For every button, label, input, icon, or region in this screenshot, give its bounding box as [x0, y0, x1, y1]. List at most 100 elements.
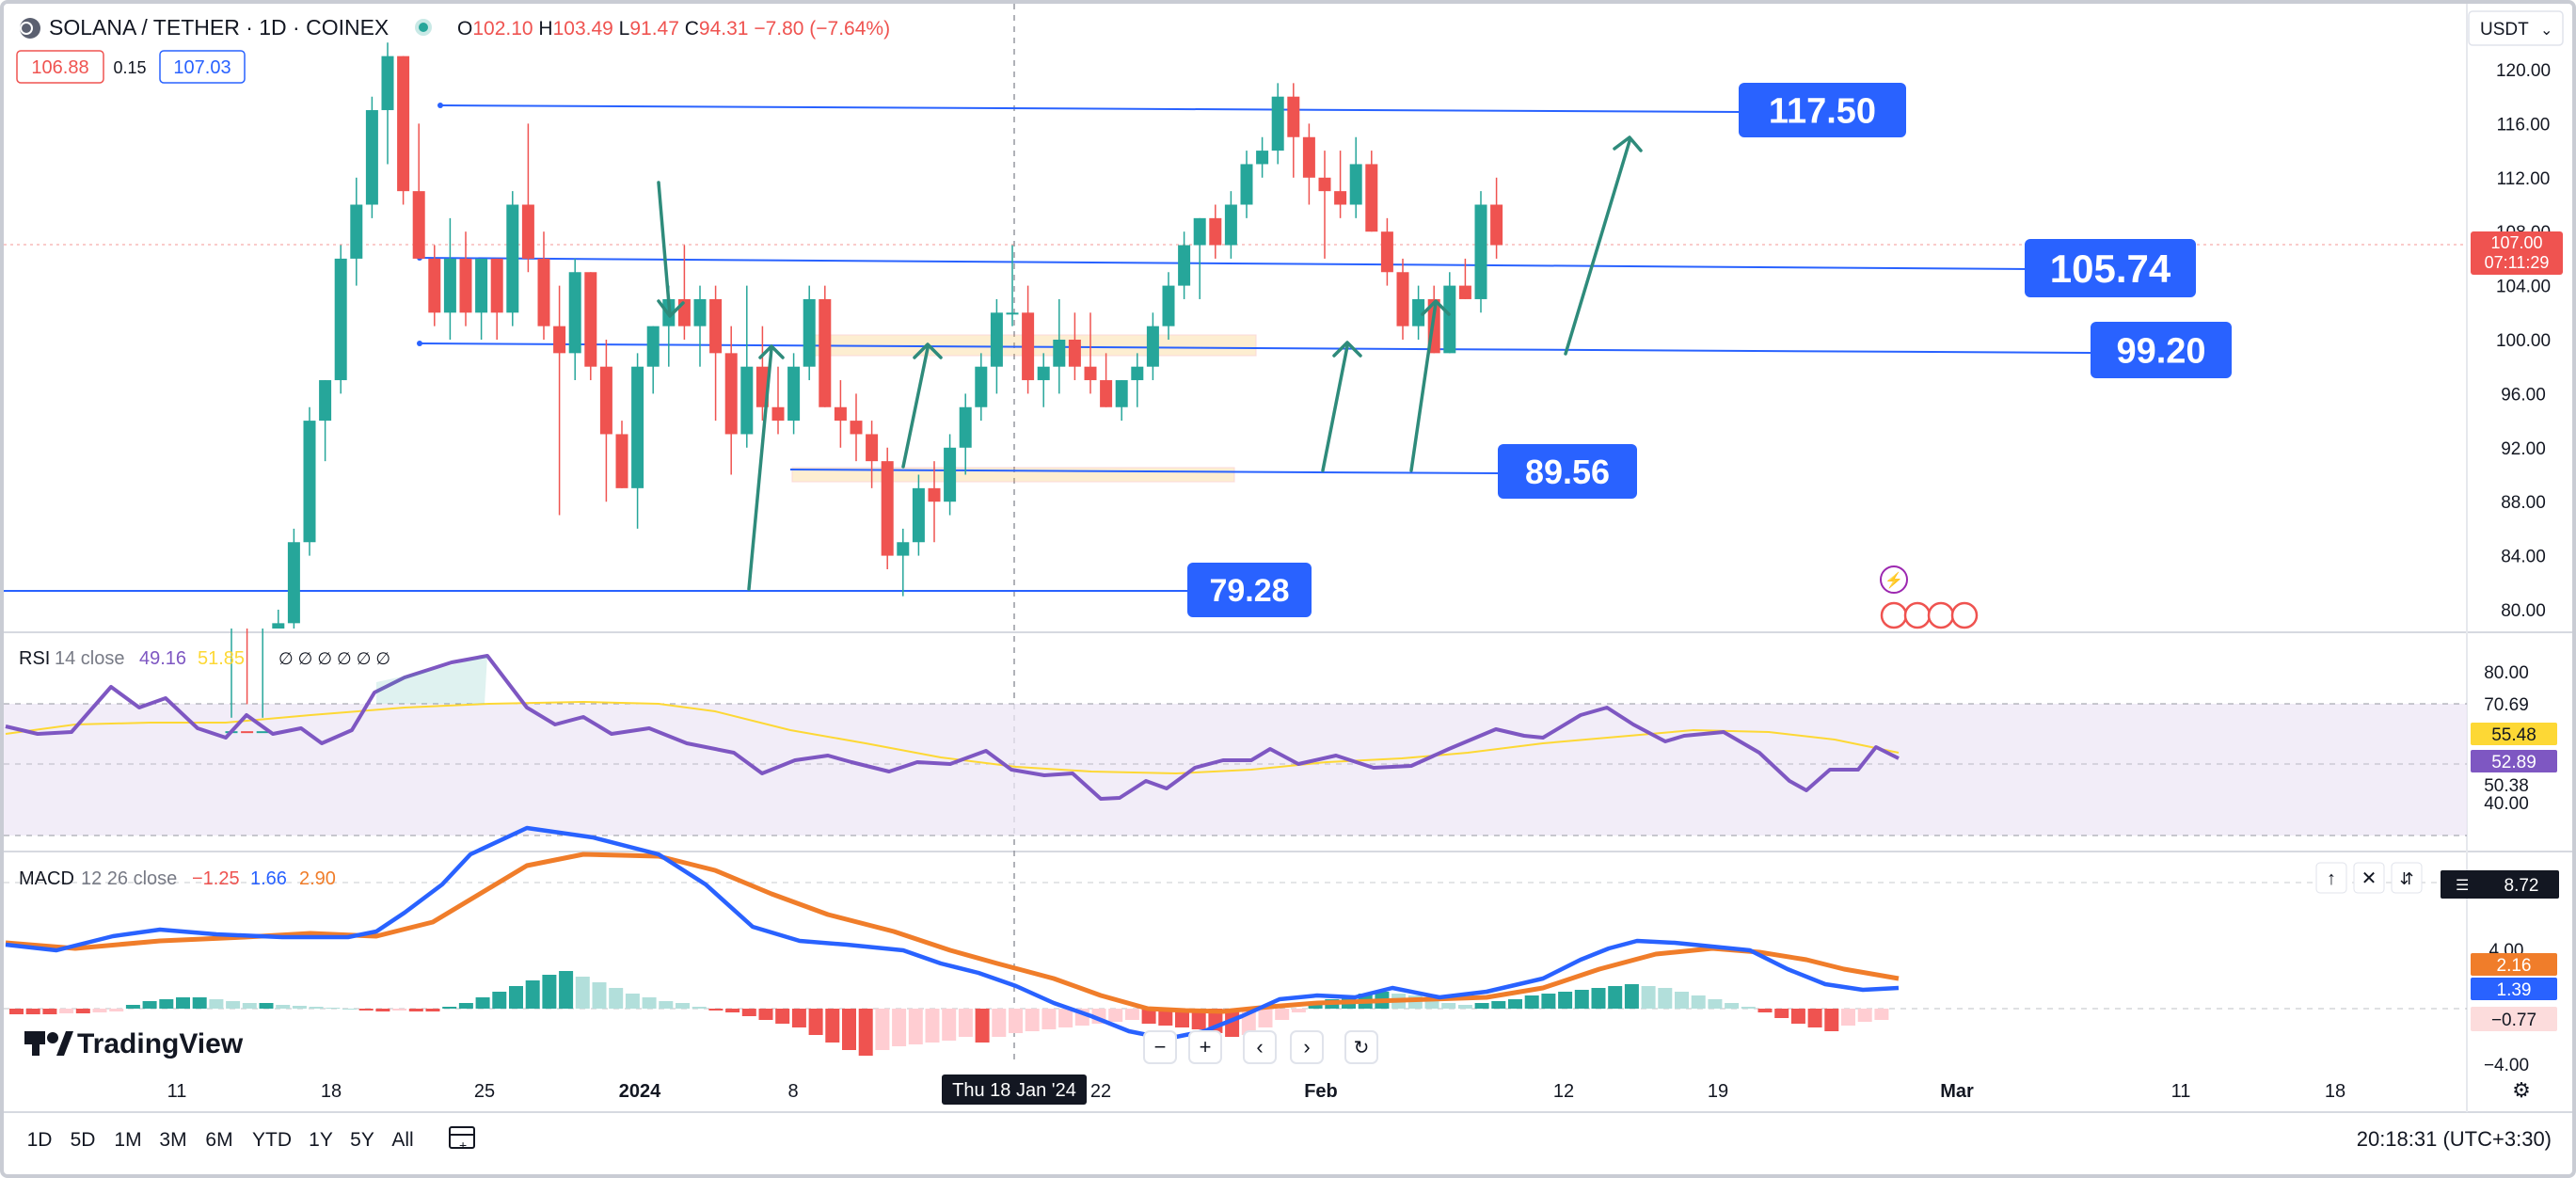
timezone-clock[interactable]: 20:18:31 (UTC+3:30) [2357, 1127, 2552, 1151]
level-label-text: 79.28 [1209, 573, 1289, 609]
timeframe-button[interactable]: 5Y [350, 1129, 374, 1151]
level-label-box[interactable] [1498, 444, 1637, 499]
bid-price[interactable]: 106.88 [31, 57, 88, 78]
level-label-box[interactable] [1187, 563, 1312, 617]
candle-body [990, 312, 1003, 367]
market-status-dot[interactable] [419, 23, 428, 32]
price-axis[interactable]: 120.00116.00112.00108.00104.00100.0096.0… [2496, 61, 2551, 621]
rsi-title: RSI [19, 648, 50, 669]
macd-histogram-bar [659, 1001, 674, 1009]
flag-icon[interactable] [1950, 601, 1979, 629]
candle-body [443, 258, 456, 313]
macd-line [5, 825, 1900, 1042]
date-range-button[interactable]: + [449, 1126, 475, 1153]
candle-body [866, 434, 879, 462]
timeframe-button[interactable]: YTD [252, 1129, 292, 1151]
current-price-tag: 107.00 07:11:29 [2471, 231, 2563, 275]
bid-ask[interactable]: 106.88 0.15 107.03 [16, 50, 246, 84]
level-labels[interactable]: 117.50 105.74 99.20 89.56 79.28 [1187, 83, 2232, 617]
macd-histogram-bar [1108, 1009, 1123, 1022]
level-line-99-20[interactable] [419, 342, 2091, 354]
level-line-117-50[interactable] [439, 104, 1741, 113]
macd-histogram-bar [908, 1009, 923, 1044]
rsi-value-badge: 52.89 [2491, 753, 2536, 772]
candle-body [412, 191, 425, 259]
symbol-title[interactable]: SOLANA / TETHER · 1D · COINEX [49, 15, 389, 40]
pane-controls[interactable]: ↑ ✕ ⇵ [2315, 862, 2423, 894]
calendar-icon[interactable]: + [459, 1138, 467, 1153]
macd-legend[interactable]: MACD 12 26 close −1.25 1.66 2.90 [19, 868, 336, 889]
macd-histogram-bar [892, 1009, 907, 1046]
flag-icon[interactable] [1927, 601, 1955, 629]
timeframe-button[interactable]: All [391, 1129, 413, 1151]
settings-gear-icon[interactable]: ⚙ [2512, 1078, 2531, 1102]
collapse-icon[interactable]: ⇵ [2399, 869, 2413, 888]
candle-body [1412, 298, 1425, 326]
flag-icon[interactable] [1880, 601, 1908, 629]
macd-histogram-bar [159, 999, 174, 1009]
candle-body [850, 421, 863, 435]
scroll-left-icon[interactable]: ‹ [1256, 1035, 1263, 1059]
close-icon[interactable]: ✕ [2361, 868, 2377, 889]
timeframe-button[interactable]: 1M [114, 1129, 141, 1151]
timeframe-bar[interactable]: 1D 5D 1M 3M 6M YTD 1Y 5Y All [27, 1129, 414, 1151]
move-up-icon[interactable]: ↑ [2327, 868, 2336, 889]
macd-histogram-bar [509, 986, 523, 1009]
flag-icon[interactable] [1903, 601, 1932, 629]
price-tick-label: 88.00 [2501, 493, 2546, 513]
timeframe-button[interactable]: 1D [27, 1129, 53, 1151]
candle-body [615, 434, 628, 488]
lightning-icon[interactable]: ⚡ [1884, 571, 1903, 589]
macd-line-badge: 1.39 [2497, 980, 2532, 1000]
reset-chart-icon[interactable]: ↻ [1354, 1038, 1370, 1059]
price-tick-label: 92.00 [2501, 439, 2546, 459]
macd-histogram-bar [575, 977, 590, 1009]
macd-histogram-bar [242, 1003, 257, 1009]
chart-navigation[interactable]: − + ‹ › ↻ [1143, 1030, 1378, 1064]
trend-arrows[interactable] [657, 135, 1643, 591]
level-label-box[interactable] [2091, 322, 2232, 378]
symbol-legend[interactable]: SOLANA / TETHER · 1D · COINEX O102.10 H1… [20, 15, 890, 40]
level-label-box[interactable] [1739, 83, 1906, 137]
macd-histogram-bar [708, 1009, 724, 1011]
currency-dropdown[interactable]: USDT ⌄ [2468, 10, 2564, 46]
macd-histogram-bar [1741, 1007, 1756, 1009]
time-tick-label: Mar [1940, 1081, 1974, 1102]
timeframe-button[interactable]: 6M [205, 1129, 232, 1151]
candle-body [1131, 366, 1144, 381]
macd-histogram-bar [1658, 988, 1673, 1009]
macd-histogram-bar [42, 1009, 57, 1014]
candle-body [381, 56, 394, 111]
price-tick-label: 100.00 [2496, 331, 2551, 351]
timeframe-button[interactable]: 5D [71, 1129, 96, 1151]
level-line-105-74[interactable] [419, 257, 2033, 270]
macd-histogram-bar [1291, 1009, 1306, 1012]
rsi-overbought-fill [376, 656, 487, 704]
timeframe-button[interactable]: 1Y [309, 1129, 333, 1151]
rsi-badges: 55.48 52.89 [2471, 723, 2557, 772]
candle-body [1209, 217, 1222, 246]
ask-price[interactable]: 107.03 [173, 57, 231, 78]
event-icons[interactable]: ⚡ [1880, 565, 1979, 629]
macd-histogram-bar [492, 992, 507, 1009]
level-label-text: 105.74 [2050, 247, 2171, 291]
scroll-right-icon[interactable]: › [1303, 1035, 1310, 1059]
candle-body [459, 258, 472, 313]
level-label-box[interactable] [2025, 239, 2196, 297]
level-line-89-56[interactable] [789, 469, 1499, 474]
zoom-in-icon[interactable]: + [1200, 1035, 1212, 1059]
candle-body [303, 421, 316, 543]
macd-histogram-bar [1624, 984, 1639, 1009]
macd-histogram-bar [1725, 1003, 1740, 1009]
timeframe-button[interactable]: 3M [159, 1129, 186, 1151]
time-axis[interactable]: 11 18 25 2024 8 22 Feb 12 19 Mar 11 18 [167, 1081, 2346, 1102]
zoom-out-icon[interactable]: − [1154, 1035, 1167, 1059]
candle-body [1490, 204, 1503, 246]
rsi-legend[interactable]: RSI 14 close 49.16 51.85 ∅ ∅ ∅ ∅ ∅ ∅ [19, 648, 390, 669]
candle-body [803, 298, 816, 367]
macd-histogram-bar [1608, 986, 1623, 1009]
candle-body [1084, 366, 1097, 381]
tradingview-logo[interactable]: TradingView [24, 1028, 244, 1059]
time-tick-label: 12 [1553, 1081, 1574, 1102]
